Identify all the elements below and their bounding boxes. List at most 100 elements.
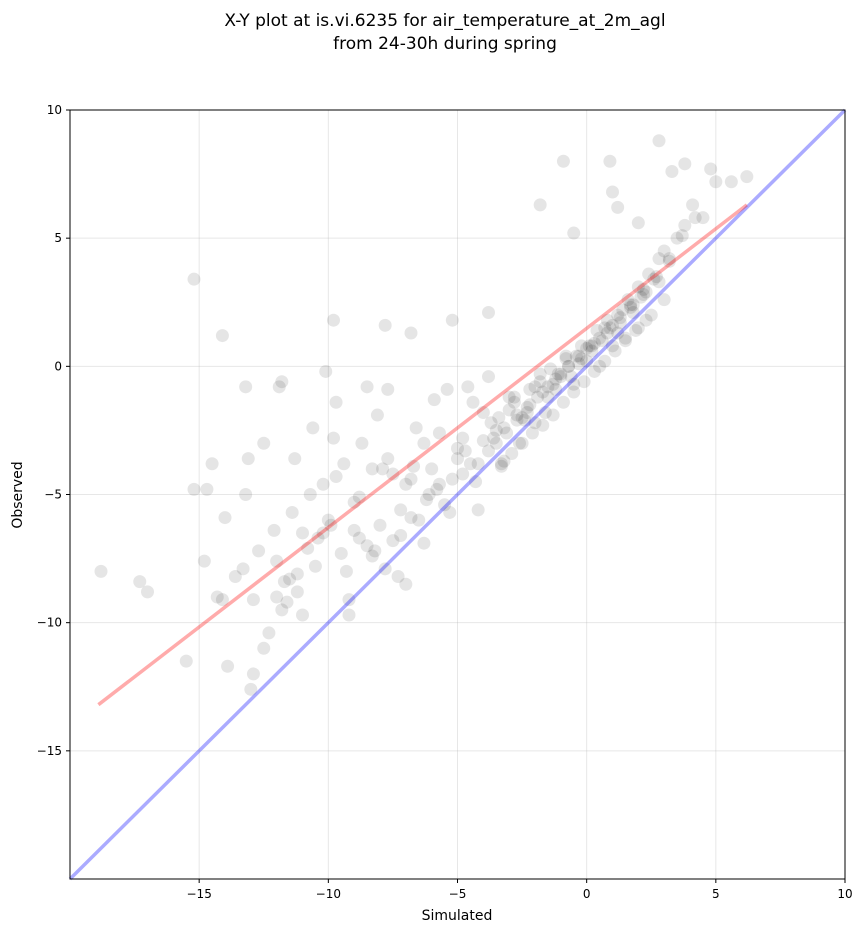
scatter-point: [277, 575, 291, 589]
scatter-point: [290, 567, 304, 581]
scatter-point: [303, 488, 317, 501]
scatter-point: [244, 682, 258, 696]
scatter-point: [417, 436, 431, 450]
scatter-point: [616, 303, 630, 317]
scatter-point: [461, 380, 475, 394]
scatter-point: [740, 170, 754, 184]
scatter-point: [422, 488, 436, 501]
scatter-point: [394, 529, 408, 543]
scatter-point: [339, 564, 353, 578]
scatter-point: [267, 523, 281, 537]
scatter-point: [200, 482, 214, 496]
scatter-point: [562, 359, 576, 373]
scatter-point: [585, 339, 599, 353]
scatter-point: [533, 367, 547, 381]
scatter-point: [319, 364, 333, 378]
scatter-point: [572, 349, 586, 363]
x-tick-label: 0: [583, 887, 591, 901]
scatter-point: [559, 352, 573, 366]
scatter-point: [611, 200, 625, 214]
scatter-point: [507, 395, 521, 409]
scatter-point: [306, 421, 320, 435]
scatter-point: [482, 306, 495, 320]
scatter-point: [197, 554, 211, 568]
scatter-point: [546, 408, 560, 422]
scatter-point: [686, 198, 700, 212]
scatter-point: [631, 321, 645, 335]
scatter-point: [541, 380, 555, 394]
scatter-point: [187, 272, 201, 286]
scatter-point: [205, 457, 219, 471]
scatter-point: [613, 311, 627, 325]
scatter-point: [241, 452, 255, 466]
scatter-point: [215, 329, 229, 343]
y-tick-label: −5: [44, 488, 62, 502]
scatter-point: [94, 564, 108, 578]
scatter-point: [513, 436, 526, 450]
scatter-point: [352, 531, 366, 545]
scatter-point: [523, 398, 537, 412]
chart-title-line-1: X-Y plot at is.vi.6235 for air_temperatu…: [224, 11, 665, 31]
scatter-point: [536, 385, 550, 399]
scatter-point: [639, 285, 653, 299]
scatter-point: [257, 641, 271, 655]
scatter-point: [662, 254, 676, 268]
y-tick-label: −10: [37, 616, 62, 630]
scatter-point: [575, 339, 588, 353]
y-axis-label: Observed: [10, 461, 26, 528]
scatter-point: [456, 431, 470, 445]
x-tick-label: −5: [449, 887, 467, 901]
scatter-point: [606, 318, 619, 332]
scatter-point: [409, 421, 423, 435]
scatter-point: [425, 462, 439, 476]
x-tick-label: −15: [187, 887, 212, 901]
scatter-point: [466, 395, 480, 409]
scatter-point: [246, 667, 260, 681]
scatter-point: [580, 341, 594, 355]
scatter-point: [556, 154, 570, 168]
scatter-point: [321, 513, 335, 527]
scatter-point: [342, 593, 356, 607]
scatter-point: [598, 321, 612, 335]
scatter-point: [544, 362, 557, 376]
scatter-point: [133, 575, 147, 589]
scatter-point: [432, 477, 446, 491]
scatter-point: [187, 482, 201, 496]
scatter-point: [580, 354, 594, 368]
scatter-point: [626, 306, 640, 320]
scatter-point: [476, 405, 490, 419]
scatter-point: [218, 511, 232, 525]
scatter-point: [347, 523, 361, 537]
scatter-point: [386, 534, 400, 548]
scatter-point: [280, 595, 294, 609]
scatter-point: [352, 490, 366, 504]
scatter-point: [373, 518, 387, 532]
scatter-point: [598, 354, 612, 368]
scatter-point: [639, 313, 653, 327]
scatter-point: [417, 536, 431, 550]
scatter-point: [451, 441, 464, 455]
scatter-point: [502, 403, 516, 417]
scatter-point: [438, 498, 452, 512]
x-axis-ticks: −15 −10 −5 0 5 10: [187, 879, 853, 901]
scatter-point: [378, 562, 392, 576]
scatter-point: [593, 331, 607, 345]
scatter-point: [600, 313, 614, 327]
scatter-point: [696, 211, 710, 225]
scatter-point: [404, 511, 418, 525]
scatter-point: [590, 323, 604, 337]
scatter-point: [308, 559, 322, 573]
scatter-point: [270, 554, 284, 568]
x-axis-label: Simulated: [422, 908, 493, 924]
scatter-point: [551, 367, 565, 381]
scatter-point: [252, 544, 266, 558]
scatter-point: [236, 562, 250, 576]
scatter-point: [510, 408, 524, 422]
scatter-point: [688, 211, 702, 225]
scatter-point: [427, 393, 441, 407]
scatter-point: [538, 405, 552, 419]
scatter-point: [595, 334, 609, 348]
scatter-point: [246, 593, 260, 607]
scatter-point: [283, 572, 297, 586]
scatter-point: [296, 526, 309, 540]
